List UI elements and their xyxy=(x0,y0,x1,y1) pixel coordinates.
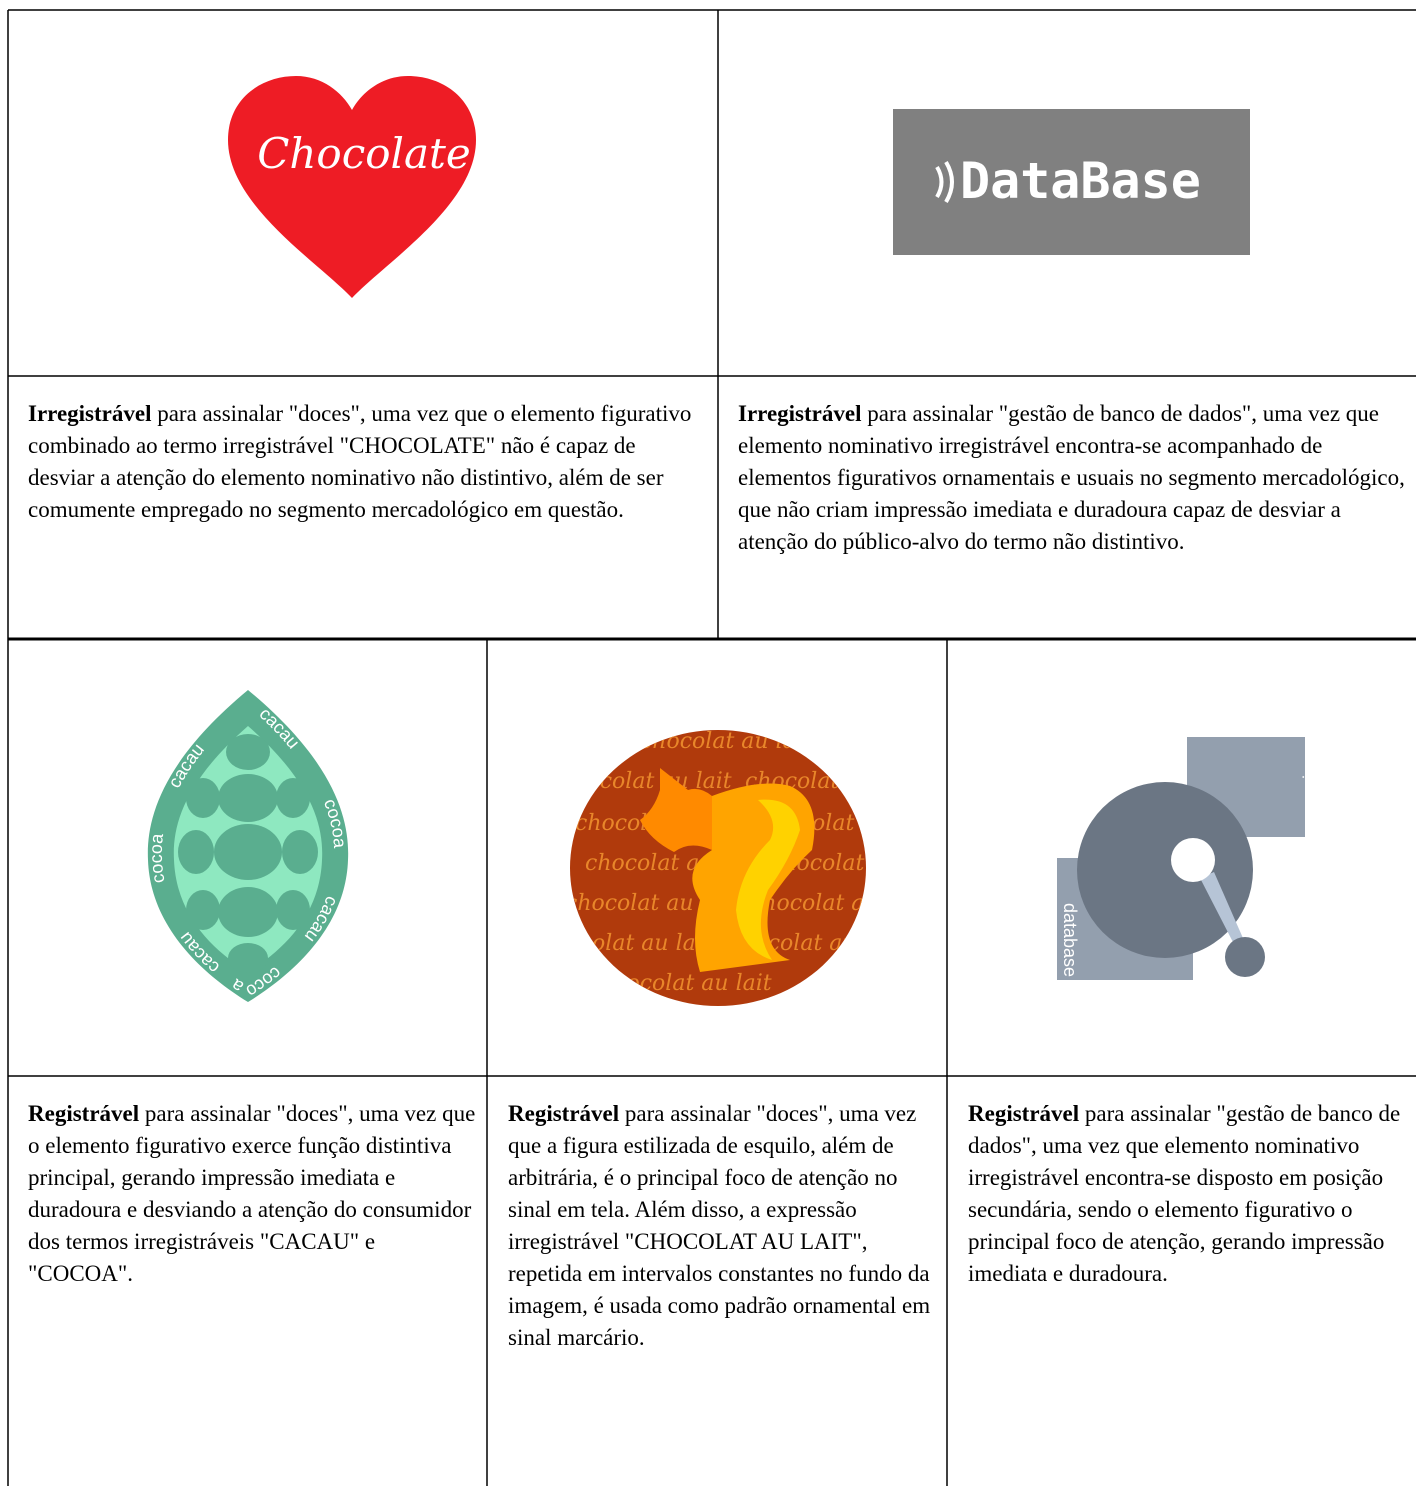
description-text: para assinalar "gestão de banco de dados… xyxy=(738,401,1405,554)
description: Registrável para assinalar "doces", uma … xyxy=(508,1098,936,1354)
verdict: Irregistrável xyxy=(738,401,862,426)
description-text: para assinalar "doces", uma vez que o el… xyxy=(28,1101,476,1286)
verdict: Registrável xyxy=(508,1101,620,1126)
pattern-text: chocolat au lait xyxy=(560,769,732,794)
pattern-text: chocolat au lait xyxy=(640,729,812,754)
verdict: Registrável xyxy=(28,1101,140,1126)
cocoa-logo: cacau cocoa cacau cocoa cacau cocoa caca… xyxy=(146,690,350,1002)
description-text: para assinalar "doces", uma vez que o el… xyxy=(28,401,692,522)
squirrel-logo: chocolat au lait chocolat au lait chocol… xyxy=(540,729,922,1006)
database-services-logo: services database xyxy=(1057,737,1320,980)
description: Irregistrável para assinalar "doces", um… xyxy=(28,398,700,526)
logo-text: Chocolate xyxy=(257,129,471,178)
logo-word: database xyxy=(1060,903,1080,977)
pattern-text: chocolat au lait xyxy=(540,931,712,956)
verdict: Registrável xyxy=(968,1101,1080,1126)
logo-word: cocoa xyxy=(146,832,169,885)
description-text: para assinalar "gestão de banco de dados… xyxy=(968,1101,1401,1286)
pattern-text: chocolat au lait xyxy=(750,891,922,916)
description: Irregistrável para assinalar "gestão de … xyxy=(738,398,1408,558)
logo-word: cocoa xyxy=(146,832,169,885)
description: Registrável para assinalar "doces", uma … xyxy=(28,1098,476,1290)
database-logo: DataBase xyxy=(893,109,1250,255)
description: Registrável para assinalar "gestão de ba… xyxy=(968,1098,1408,1290)
pattern-text: chocolat au lait xyxy=(600,971,772,996)
logo-word: services xyxy=(1300,747,1320,813)
chocolate-logo: Chocolate xyxy=(228,76,476,298)
table-borders xyxy=(7,9,1416,1486)
description-text: para assinalar "doces", uma vez que a fi… xyxy=(508,1101,931,1350)
logo-text: DataBase xyxy=(960,152,1201,210)
verdict: Irregistrável xyxy=(28,401,152,426)
